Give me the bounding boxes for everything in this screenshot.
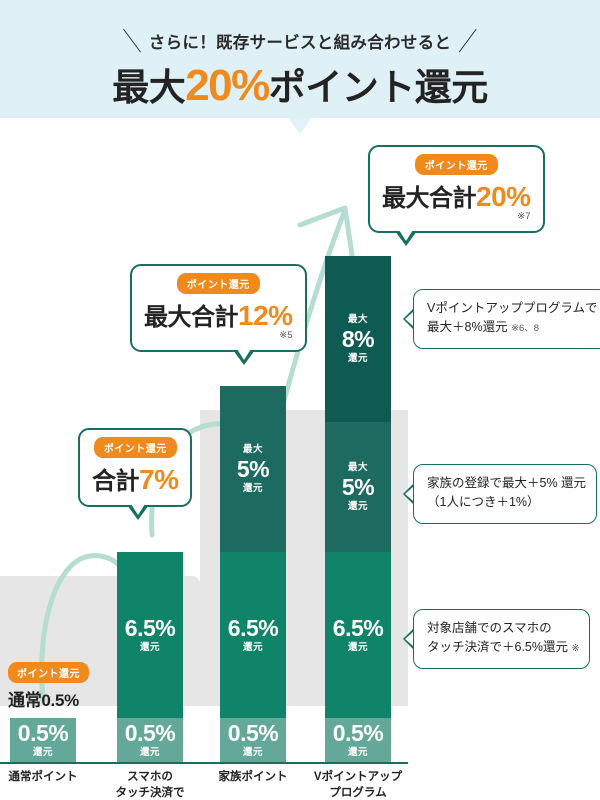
bar-family-point: 最大 5% 還元 6.5% 還元 0.5% 還元 bbox=[220, 386, 286, 762]
segment-unit: 還元 bbox=[242, 747, 263, 759]
x-label-line2: タッチ決済で bbox=[115, 786, 185, 799]
axis-baseline bbox=[0, 762, 408, 764]
segment-value: 8% bbox=[341, 325, 375, 352]
brace-icon bbox=[403, 627, 414, 650]
x-label-normal-point: 通常ポイント bbox=[0, 770, 103, 786]
bar-smartphone-touch: 6.5% 還元 0.5% 還元 bbox=[117, 552, 183, 762]
title-post: ポイント還元 bbox=[268, 67, 489, 108]
title-pre: 最大 bbox=[112, 67, 186, 108]
bubble-tail-icon bbox=[395, 229, 417, 246]
annotation-footnote: ※6、8 bbox=[511, 323, 540, 335]
page-title: 最大20%ポイント還元 bbox=[0, 57, 600, 111]
x-label-line1: 通常ポイント bbox=[8, 771, 78, 783]
callout-text: 合計7% bbox=[92, 461, 179, 496]
segment-6-5: 6.5% 還元 bbox=[325, 552, 391, 718]
annotation-line2: タッチ決済で＋6.5%還元 bbox=[427, 640, 568, 655]
segment-value: 5% bbox=[341, 473, 375, 500]
header-kicker-text: さらに！既存サービスと組み合わせると bbox=[148, 34, 452, 52]
header-banner: ＼ さらに！既存サービスと組み合わせると ／ 最大20%ポイント還元 bbox=[0, 0, 600, 118]
segment-unit: 還元 bbox=[347, 500, 368, 512]
annotation-line1: Vポイントアッププログラムで bbox=[427, 301, 598, 315]
segment-6-5: 6.5% 還元 bbox=[117, 552, 183, 718]
segment-cap: 最大 bbox=[347, 462, 368, 473]
callout-footnote: ※7 bbox=[517, 210, 531, 222]
annotation-line2-wrap: タッチ決済で＋6.5%還元 ※ bbox=[427, 638, 579, 657]
annotation-line1: 対象店舗でのスマホの bbox=[427, 621, 552, 635]
callout-prefix: 最大合計 bbox=[382, 184, 477, 212]
segment-0-5: 0.5% 還元 bbox=[220, 718, 286, 762]
callout-prefix: 最大合計 bbox=[144, 303, 239, 331]
segment-value: 6.5% bbox=[227, 615, 279, 642]
segment-unit: 還元 bbox=[32, 747, 53, 759]
x-label-line1: 家族ポイント bbox=[218, 771, 288, 783]
slash-right-icon: ／ bbox=[458, 29, 478, 58]
x-label-line1: スマホの bbox=[127, 771, 173, 783]
callout-percent: 12% bbox=[238, 299, 293, 331]
annotation-line2: 最大＋8%還元 bbox=[427, 320, 508, 335]
annotation-smartphone-touch: 対象店舗でのスマホの タッチ決済で＋6.5%還元 ※ bbox=[403, 609, 591, 669]
segment-unit: 還元 bbox=[242, 482, 263, 494]
segment-0-5: 0.5% 還元 bbox=[117, 718, 183, 762]
segment-value: 0.5% bbox=[332, 720, 384, 747]
segment-value: 6.5% bbox=[332, 615, 384, 642]
annotation-line2-wrap: 最大＋8%還元 ※6、8 bbox=[427, 318, 597, 337]
x-label-smartphone-touch: スマホの タッチ決済で bbox=[90, 770, 210, 800]
base-point-note: ポイント還元 通常0.5% bbox=[8, 662, 89, 711]
arrow-head-3 bbox=[297, 205, 355, 258]
segment-value: 5% bbox=[236, 455, 270, 482]
segment-unit: 還元 bbox=[347, 642, 368, 654]
callout-text: 最大合計20% bbox=[382, 178, 531, 213]
annotation-line2: （1人につき＋1%） bbox=[427, 495, 540, 510]
segment-max-5: 最大 5% 還元 bbox=[325, 422, 391, 552]
point-return-badge: ポイント還元 bbox=[176, 273, 260, 294]
x-label-family-point: 家族ポイント bbox=[193, 770, 313, 786]
callout-percent: 20% bbox=[476, 180, 531, 212]
point-return-badge: ポイント還元 bbox=[93, 437, 177, 458]
segment-value: 6.5% bbox=[124, 615, 176, 642]
segment-unit: 還元 bbox=[139, 642, 160, 654]
segment-value: 0.5% bbox=[227, 720, 279, 747]
segment-unit: 還元 bbox=[347, 352, 368, 364]
point-return-badge: ポイント還元 bbox=[414, 154, 498, 175]
callout-total-7: ポイント還元 合計7% bbox=[78, 428, 193, 520]
segment-0-5: 0.5% 還元 bbox=[10, 718, 76, 762]
segment-max-8: 最大 8% 還元 bbox=[325, 256, 391, 422]
brace-icon bbox=[403, 307, 414, 330]
title-accent-percent: 20% bbox=[185, 61, 270, 110]
segment-cap: 最大 bbox=[347, 314, 368, 325]
segment-6-5: 6.5% 還元 bbox=[220, 552, 286, 718]
annotation-family-point: 家族の登録で最大＋5% 還元 （1人につき＋1%） bbox=[403, 464, 598, 524]
brace-icon bbox=[403, 482, 414, 505]
segment-max-5: 最大 5% 還元 bbox=[220, 386, 286, 552]
segment-value: 0.5% bbox=[124, 720, 176, 747]
bubble-tail-icon bbox=[127, 503, 149, 520]
point-return-badge: ポイント還元 bbox=[8, 662, 89, 683]
segment-value: 0.5% bbox=[17, 720, 69, 747]
base-point-value: 通常0.5% bbox=[8, 690, 79, 710]
slash-left-icon: ＼ bbox=[122, 29, 142, 58]
callout-percent: 7% bbox=[139, 463, 179, 495]
header-kicker: ＼ さらに！既存サービスと組み合わせると ／ bbox=[0, 27, 600, 57]
callout-total-12: ポイント還元 最大合計12% ※5 bbox=[130, 264, 307, 365]
annotation-line1: 家族の登録で最大＋5% 還元 bbox=[427, 476, 587, 490]
callout-total-20: ポイント還元 最大合計20% ※7 bbox=[368, 145, 545, 246]
bar-normal-point: 0.5% 還元 bbox=[10, 718, 76, 762]
segment-unit: 還元 bbox=[347, 747, 368, 759]
callout-footnote: ※5 bbox=[279, 329, 293, 341]
segment-0-5: 0.5% 還元 bbox=[325, 718, 391, 762]
bar-vpoint-up-program: 最大 8% 還元 最大 5% 還元 6.5% 還元 0.5% 還元 bbox=[325, 256, 391, 762]
x-label-line1: Vポイントアップ bbox=[313, 771, 403, 783]
bubble-tail-icon bbox=[233, 348, 255, 365]
annotation-vpoint-up: Vポイントアッププログラムで 最大＋8%還元 ※6、8 bbox=[403, 289, 600, 349]
segment-unit: 還元 bbox=[139, 747, 160, 759]
callout-prefix: 合計 bbox=[92, 467, 140, 495]
header-notch-icon bbox=[288, 118, 312, 134]
x-label-line2: プログラム bbox=[329, 786, 387, 799]
annotation-footnote: ※ bbox=[571, 643, 580, 655]
x-label-vpoint-up-program: Vポイントアップ プログラム bbox=[298, 770, 418, 800]
segment-cap: 最大 bbox=[242, 444, 263, 455]
callout-text: 最大合計12% bbox=[144, 297, 293, 332]
segment-unit: 還元 bbox=[242, 642, 263, 654]
